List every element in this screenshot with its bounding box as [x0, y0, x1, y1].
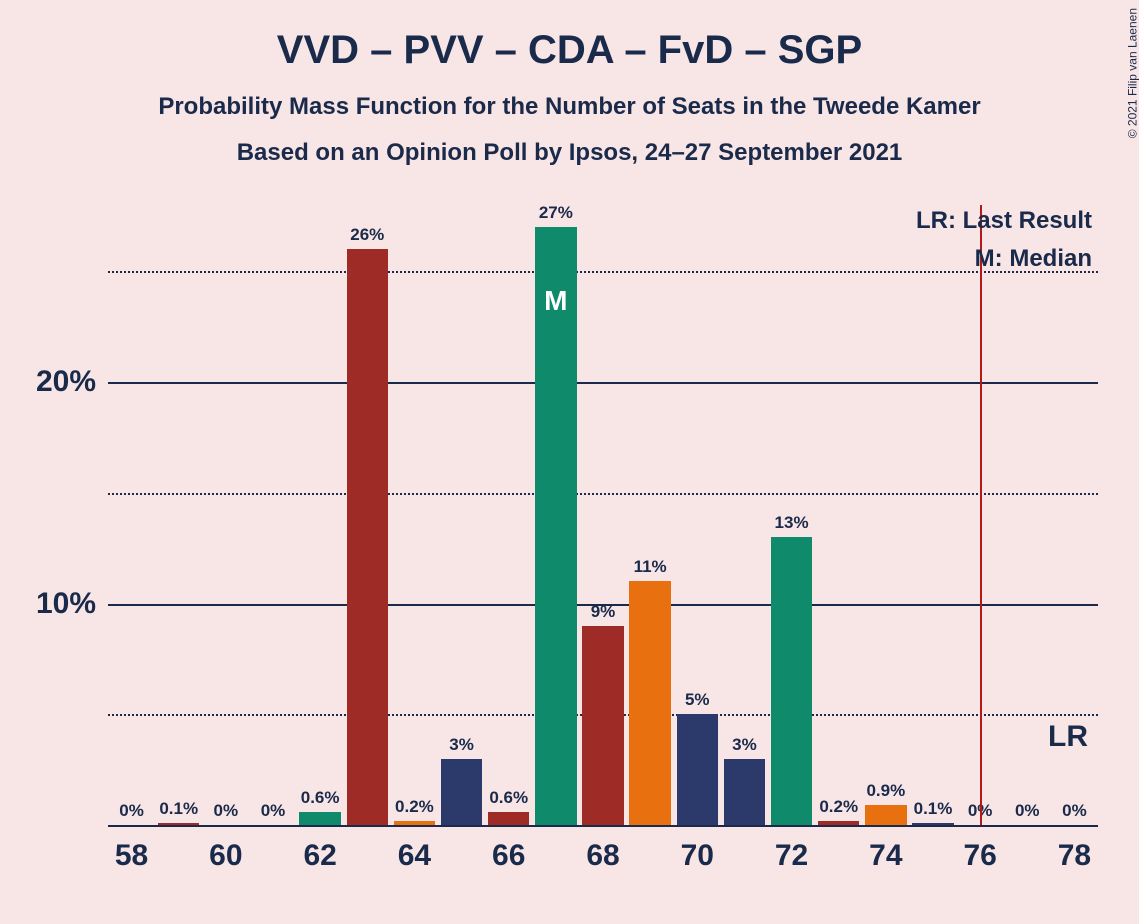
bar: 5%	[677, 714, 718, 825]
bar-value-label: 27%	[539, 203, 573, 227]
bar: 0.6%	[488, 812, 529, 825]
bar: 26%	[347, 249, 388, 825]
x-axis-tick-label: 68	[586, 825, 619, 873]
bar: 0.1%	[912, 823, 953, 825]
bar-value-label: 3%	[449, 735, 474, 759]
bar: 0.2%	[394, 821, 435, 825]
chart-subtitle-1: Probability Mass Function for the Number…	[0, 73, 1139, 121]
chart-subtitle-2: Based on an Opinion Poll by Ipsos, 24–27…	[0, 121, 1139, 167]
x-axis-tick-label: 58	[115, 825, 148, 873]
bar: 13%	[771, 537, 812, 825]
median-marker: M	[544, 285, 567, 317]
bar-value-label: 5%	[685, 690, 710, 714]
bar-value-label: 0%	[1062, 801, 1087, 825]
bar: 0.2%	[818, 821, 859, 825]
bar-value-label: 3%	[732, 735, 757, 759]
bar-value-label: 0%	[119, 801, 144, 825]
bar-value-label: 0.6%	[301, 788, 340, 812]
x-axis-tick-label: 74	[869, 825, 902, 873]
bar-value-label: 0%	[1015, 801, 1040, 825]
x-axis-tick-label: 62	[303, 825, 336, 873]
x-axis-tick-label: 72	[775, 825, 808, 873]
bar: 11%	[629, 581, 670, 825]
x-axis-tick-label: 66	[492, 825, 525, 873]
bar: 3%	[441, 759, 482, 825]
copyright-text: © 2021 Filip van Laenen	[1125, 8, 1139, 138]
bar-value-label: 0.9%	[866, 781, 905, 805]
bar: 9%	[582, 626, 623, 825]
x-axis-tick-label: 60	[209, 825, 242, 873]
bar-value-label: 0.1%	[159, 799, 198, 823]
chart-plot-area: 10%20%58606264666870727476780%0.1%0%0%0.…	[108, 205, 1098, 825]
bar-value-label: 11%	[634, 557, 667, 581]
bar: 0.9%	[865, 805, 906, 825]
y-axis-tick-label: 10%	[36, 587, 108, 621]
chart-title: VVD – PVV – CDA – FvD – SGP	[0, 0, 1139, 73]
x-axis-tick-label: 78	[1058, 825, 1091, 873]
bar-value-label: 0%	[214, 801, 239, 825]
bar-value-label: 0.1%	[914, 799, 953, 823]
bar-value-label: 9%	[591, 602, 616, 626]
bar-value-label: 0%	[261, 801, 286, 825]
bar: 3%	[724, 759, 765, 825]
gridline-minor	[108, 271, 1098, 273]
lr-axis-label: LR	[1048, 720, 1088, 754]
bar-value-label: 0.6%	[489, 788, 528, 812]
gridline-major	[108, 382, 1098, 384]
legend-median: M: Median	[975, 245, 1092, 273]
bar: 0.6%	[299, 812, 340, 825]
x-axis-tick-label: 64	[398, 825, 431, 873]
last-result-line	[980, 205, 982, 825]
y-axis-tick-label: 20%	[36, 365, 108, 399]
bar-value-label: 0.2%	[395, 797, 434, 821]
bar-value-label: 0.2%	[819, 797, 858, 821]
bar: 0.1%	[158, 823, 199, 825]
bar-value-label: 26%	[350, 225, 384, 249]
bar: 27%M	[535, 227, 576, 825]
gridline-minor	[108, 493, 1098, 495]
x-axis-tick-label: 76	[963, 825, 996, 873]
legend-lr: LR: Last Result	[916, 207, 1092, 235]
x-axis-tick-label: 70	[681, 825, 714, 873]
bar-value-label: 13%	[775, 513, 809, 537]
